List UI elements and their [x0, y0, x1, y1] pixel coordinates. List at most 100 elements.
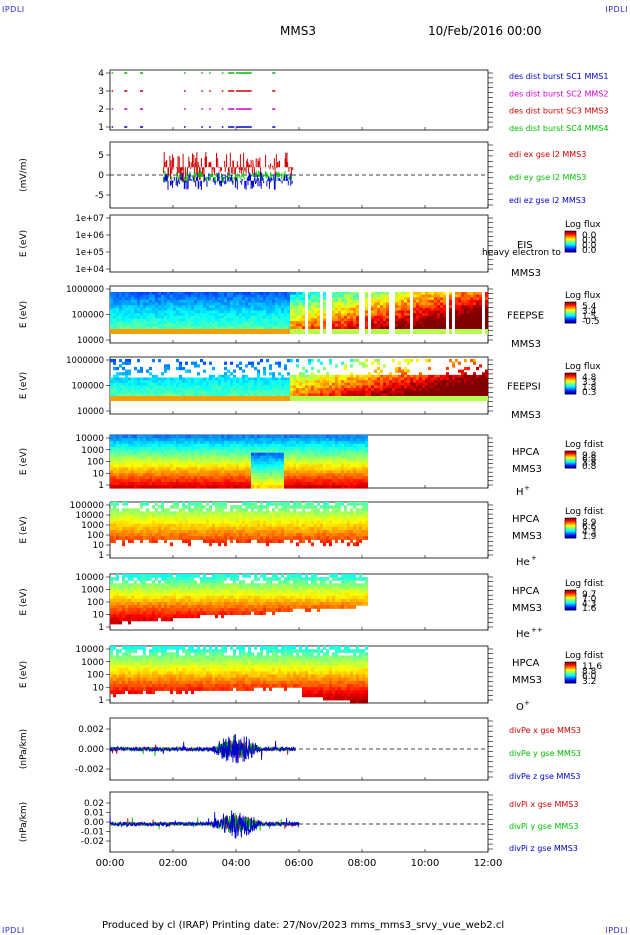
x-tick-label-1: 02:00: [159, 858, 188, 869]
legend-burst-1: des dist burst SC2 MMS2: [509, 89, 608, 98]
y-tick-label-eis-2: 1e+06: [75, 231, 104, 241]
instrument-label-hpca_hepp: HPCA: [512, 586, 540, 597]
species-charge-hpca_h: +: [524, 484, 530, 492]
y-tick-label-hpca_he-1: 10: [93, 541, 105, 551]
y-tick-label-hpca_o-1: 10: [93, 683, 105, 693]
y-axis-label-divpi: (nPa/km): [19, 802, 29, 842]
y-tick-label-divpi-0: -0.02: [81, 837, 104, 847]
colorbar-tick-hpca_h-3: 0.8: [582, 462, 597, 472]
x-tick-label-3: 06:00: [285, 858, 314, 869]
y-tick-label-hpca_h-4: 10000: [75, 434, 104, 444]
species-label-hpca_he: He: [516, 557, 530, 568]
y-tick-label-divpe-1: 0.000: [78, 745, 104, 755]
colorbar-tick-feepse-3: -0.5: [582, 317, 600, 327]
legend-burst-2: des dist burst SC3 MMS3: [509, 107, 608, 116]
y-tick-label-divpi-2: 0.00: [84, 818, 104, 828]
y-tick-label-hpca_h-3: 1000: [81, 446, 104, 456]
y-tick-label-hpca_h-0: 1: [98, 481, 104, 491]
legend-edi-2: edi ez gse l2 MMS3: [509, 196, 586, 205]
instrument-label-feepse: FEEPSE: [507, 311, 544, 322]
heatmap-cells-hpca_hepp: [110, 574, 368, 624]
y-axis-label-divpe: (nPa/km): [19, 729, 29, 769]
species-label-hpca_o: O: [516, 702, 524, 713]
divpi-series-2: [110, 810, 299, 838]
colorbar-title-eis: Log flux: [565, 220, 601, 230]
y-tick-label-hpca_o-4: 10000: [75, 645, 104, 655]
y-tick-label-hpca_he-3: 1000: [81, 521, 104, 531]
species-label-hpca_hepp: He: [516, 629, 530, 640]
spacecraft-label-hpca_he: MMS3: [512, 531, 542, 542]
y-tick-label-feepsi-1: 100000: [72, 382, 104, 392]
y-tick-label-feepse-0: 10000: [77, 336, 104, 346]
y-tick-label-divpi-1: -0.01: [81, 828, 104, 838]
y-tick-label-hpca_o-0: 1: [98, 696, 104, 706]
y-tick-label-hpca_hepp-2: 100: [87, 598, 104, 608]
y-tick-label-hpca_hepp-4: 10000: [75, 573, 104, 583]
y-axis-label-feepsi: E (eV): [19, 372, 29, 399]
colorbar-title-hpca_hepp: Log fdist: [565, 579, 604, 589]
y-tick-label-hpca_hepp-0: 1: [98, 623, 104, 633]
heatmap-cells-hpca_h: [110, 435, 368, 489]
y-tick-label-feepsi-0: 10000: [77, 407, 104, 417]
y-tick-label-edi-1: 0: [98, 171, 104, 181]
colorbar-title-feepse: Log flux: [565, 291, 601, 301]
heatmap-cells-feepse: [110, 292, 488, 334]
y-tick-label-feepse-2: 1000000: [66, 285, 104, 295]
y-tick-label-divpe-2: 0.002: [78, 725, 104, 735]
y-tick-label-eis-1: 1e+05: [75, 248, 104, 258]
legend-burst-0: des dist burst SC1 MMS1: [509, 72, 608, 81]
y-tick-label-hpca_o-3: 1000: [81, 658, 104, 668]
x-tick-label-5: 10:00: [411, 858, 440, 869]
legend-divpe-2: divPe z gse MMS3: [509, 772, 580, 781]
y-axis-label-feepse: E (eV): [19, 301, 29, 328]
y-tick-label-hpca_o-2: 100: [87, 671, 104, 681]
y-tick-label-eis-0: 1e+04: [75, 265, 104, 275]
colorbar-tick-hpca_o-3: 3.2: [582, 677, 596, 687]
y-tick-label-hpca_he-5: 100000: [70, 501, 105, 511]
y-tick-label-burst-1: 2: [98, 105, 104, 115]
spacecraft-label-hpca_o: MMS3: [512, 675, 542, 686]
colorbar-tick-hpca_hepp-3: 1.6: [582, 604, 597, 614]
legend-burst-3: des dist burst SC4 MMS4: [509, 124, 608, 133]
spacecraft-label-hpca_h: MMS3: [512, 464, 542, 475]
x-tick-label-6: 12:00: [474, 858, 503, 869]
instrument-label-hpca_he: HPCA: [512, 514, 540, 525]
y-axis-label-hpca_o: E (eV): [19, 661, 29, 688]
colorbar-title-hpca_o: Log fdist: [565, 651, 604, 661]
colorbar-tick-hpca_he-3: 1.9: [582, 532, 597, 542]
y-tick-label-hpca_he-0: 1: [98, 551, 104, 561]
colorbar-tick-feepsi-3: 0.3: [582, 388, 596, 398]
y-tick-label-hpca_hepp-1: 10: [93, 611, 105, 621]
heatmap-cells-hpca_he: [110, 502, 368, 546]
y-axis-label-eis: E (eV): [19, 230, 29, 257]
heatmap-cells-hpca_o: [110, 646, 368, 704]
legend-divpi-1: divPi y gse MMS3: [509, 822, 578, 831]
species-charge-hpca_o: +: [524, 699, 530, 707]
x-tick-label-4: 08:00: [348, 858, 377, 869]
legend-edi-0: edi ex gse l2 MMS3: [509, 150, 586, 159]
species-charge-hpca_he: +: [531, 554, 537, 562]
y-tick-label-divpi-3: 0.01: [84, 809, 104, 819]
y-tick-label-divpe-0: -0.002: [75, 765, 104, 775]
y-tick-label-feepsi-2: 1000000: [66, 356, 104, 366]
y-tick-label-hpca_h-1: 10: [93, 469, 105, 479]
y-tick-label-hpca_he-4: 10000: [75, 511, 104, 521]
divpe-series-1: [110, 736, 296, 758]
y-tick-label-burst-3: 4: [98, 69, 104, 79]
panel-frame-burst: [110, 70, 488, 130]
overlay-text-eis: heavy electron to: [482, 248, 561, 258]
y-axis-label-hpca_he: E (eV): [19, 516, 29, 543]
x-tick-label-2: 04:00: [222, 858, 251, 869]
spacecraft-label-feepsi: MMS3: [511, 410, 541, 421]
instrument-label-hpca_h: HPCA: [512, 447, 540, 458]
y-tick-label-burst-0: 1: [98, 123, 104, 133]
y-tick-label-edi-0: -5: [95, 191, 104, 201]
instrument-label-hpca_o: HPCA: [512, 658, 540, 669]
panel-frame-divpi: [110, 792, 488, 852]
legend-divpe-0: divPe x gse MMS3: [509, 726, 581, 735]
y-tick-label-burst-2: 3: [98, 87, 104, 97]
spacecraft-label-eis: MMS3: [511, 268, 541, 279]
legend-edi-1: edi ey gse l2 MMS3: [509, 173, 587, 182]
y-axis-label-hpca_h: E (eV): [19, 448, 29, 475]
species-charge-hpca_hepp: ++: [531, 626, 543, 634]
